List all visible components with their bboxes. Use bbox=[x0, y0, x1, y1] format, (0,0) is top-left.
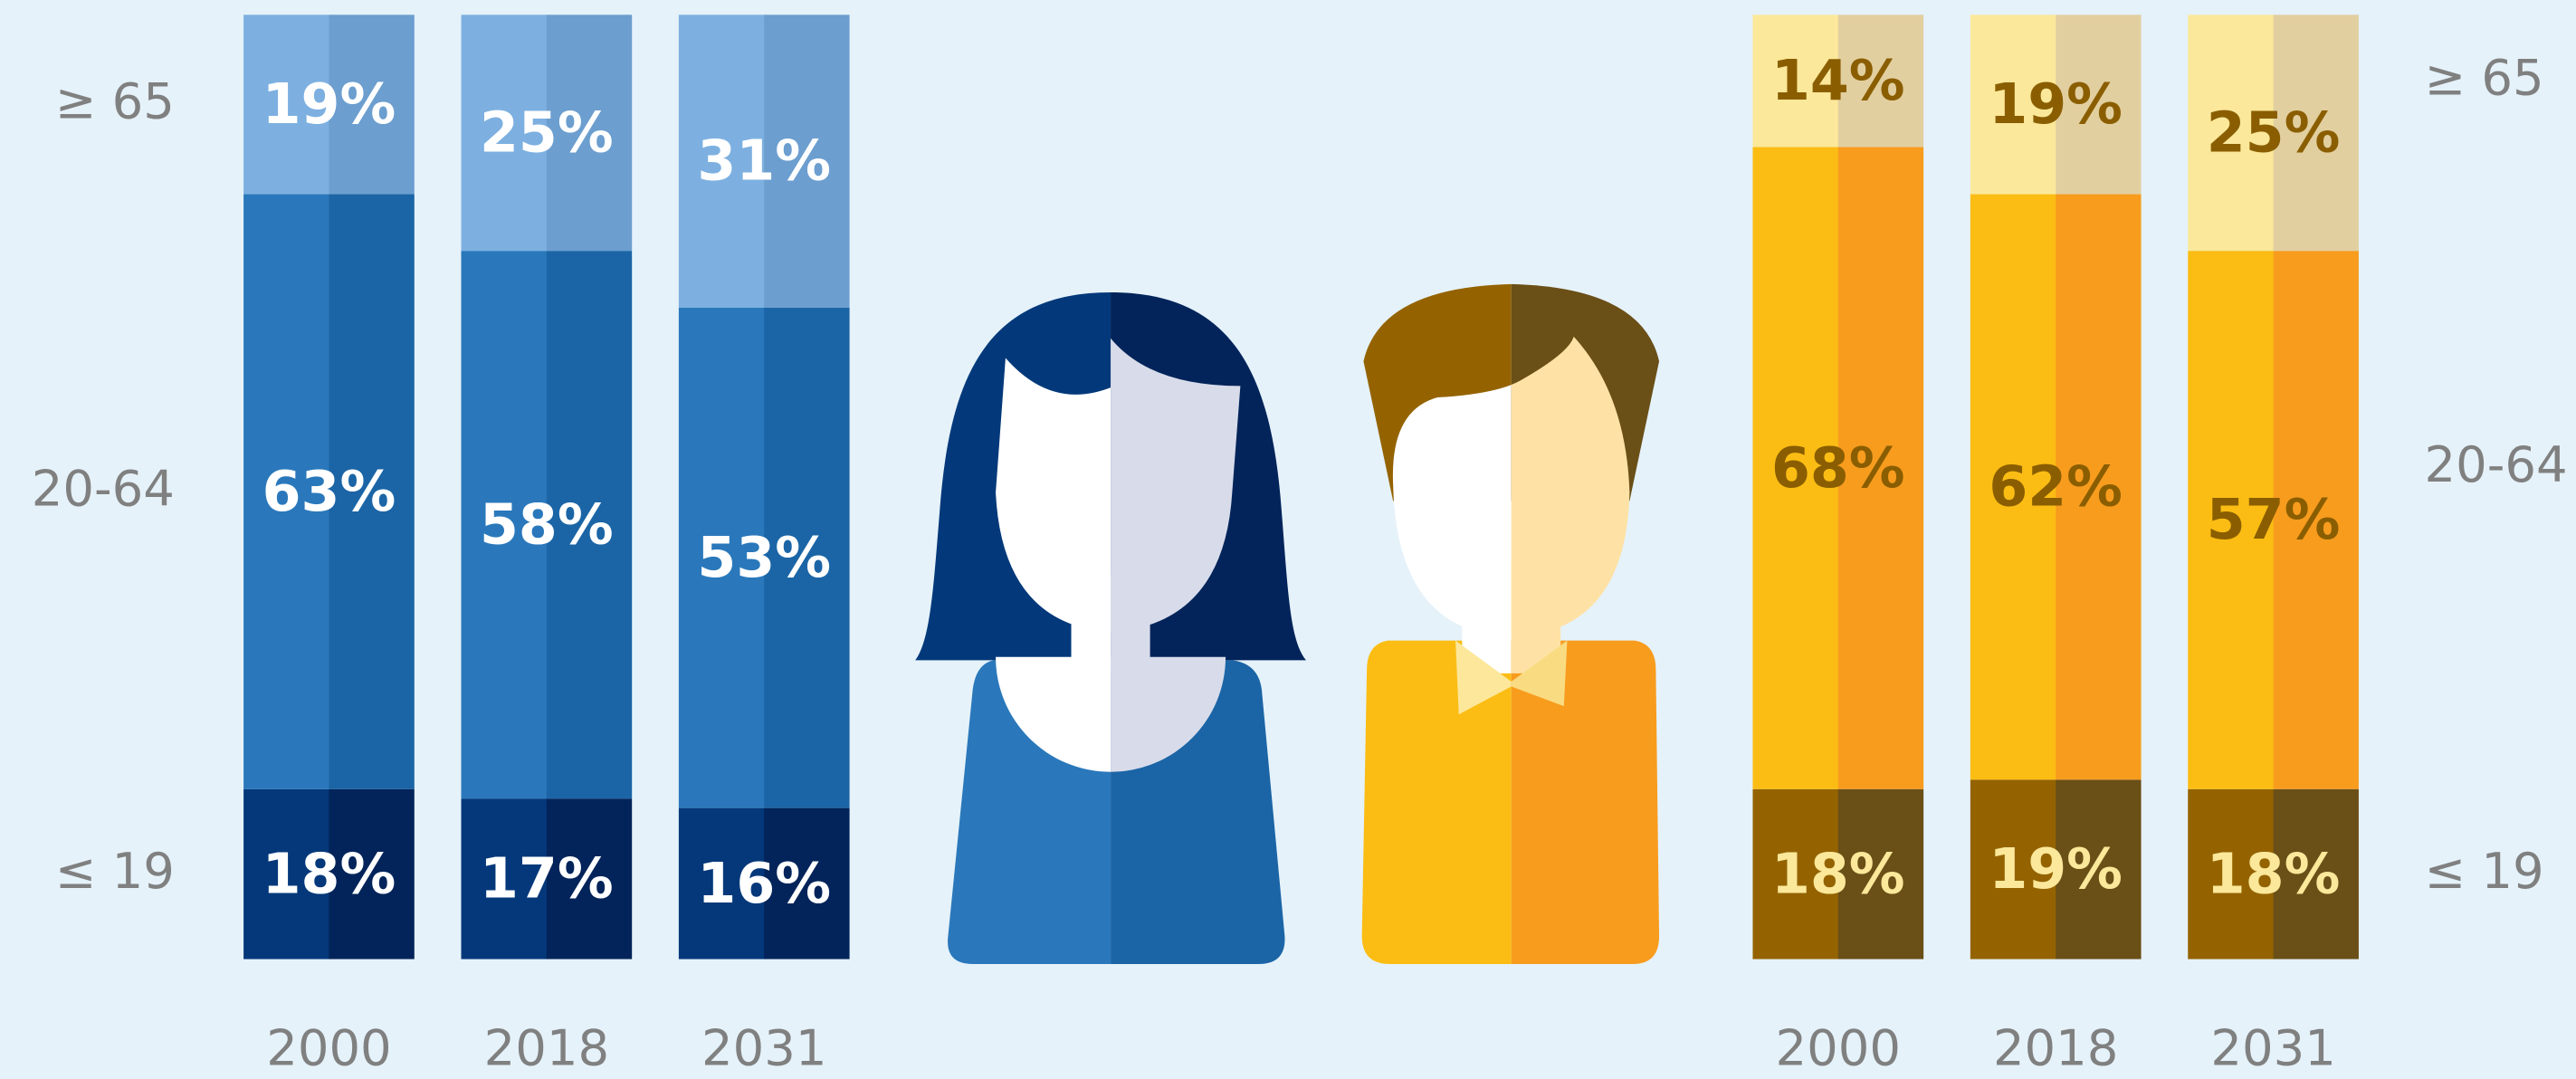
value-label: 58% bbox=[480, 492, 614, 557]
value-label: 63% bbox=[262, 459, 396, 524]
value-label: 25% bbox=[480, 100, 614, 165]
value-label: 14% bbox=[1771, 48, 1905, 113]
value-label: 19% bbox=[262, 72, 396, 137]
man-figure bbox=[1362, 284, 1659, 964]
value-label: 19% bbox=[1989, 836, 2123, 902]
x-tick-label: 2000 bbox=[1776, 1018, 1901, 1076]
value-label: 17% bbox=[480, 846, 614, 912]
legend-label: ≥ 65 bbox=[2425, 48, 2544, 106]
woman-figure bbox=[915, 292, 1306, 964]
value-label: 19% bbox=[1989, 72, 2123, 137]
value-label: 53% bbox=[697, 525, 831, 590]
value-label: 16% bbox=[697, 851, 831, 916]
legend-label: ≥ 65 bbox=[55, 72, 175, 130]
value-label: 18% bbox=[2207, 841, 2341, 906]
value-label: 57% bbox=[2207, 487, 2341, 552]
legend-label: ≤ 19 bbox=[55, 842, 175, 900]
value-label: 68% bbox=[1771, 435, 1905, 501]
value-label: 62% bbox=[1989, 454, 2123, 520]
value-label: 18% bbox=[262, 841, 396, 906]
legend-label: 20-64 bbox=[32, 459, 175, 517]
value-label: 25% bbox=[2207, 100, 2341, 165]
x-tick-label: 2018 bbox=[1993, 1018, 2118, 1076]
x-tick-label: 2031 bbox=[701, 1018, 826, 1076]
value-label: 31% bbox=[697, 129, 831, 194]
value-label: 18% bbox=[1771, 841, 1905, 906]
page: {"chart_data": [ {"type": "bar", "stacke… bbox=[0, 0, 2576, 1079]
x-tick-label: 2031 bbox=[2210, 1018, 2335, 1076]
legend-label: ≤ 19 bbox=[2425, 842, 2544, 900]
chart: 18% 63% 19% 2000 17% 58% 25% 2018 16% 53% 31% 2031 ≤… bbox=[0, 0, 2576, 1079]
x-tick-label: 2000 bbox=[266, 1018, 391, 1076]
legend-label: 20-64 bbox=[2425, 435, 2568, 493]
x-tick-label: 2018 bbox=[484, 1018, 609, 1076]
